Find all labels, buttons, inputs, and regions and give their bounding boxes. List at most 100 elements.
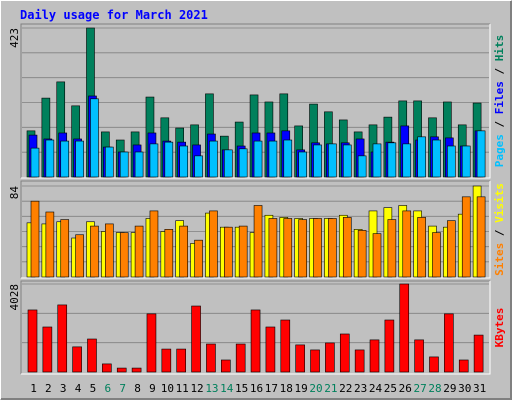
bar — [238, 148, 248, 178]
bar — [339, 333, 350, 373]
panel-bevel — [21, 281, 491, 375]
bar — [387, 219, 397, 278]
bar — [342, 217, 352, 278]
bar — [325, 342, 335, 373]
bar — [402, 210, 412, 278]
legend: KBytes — [493, 308, 506, 348]
bar — [372, 143, 382, 178]
bar — [268, 218, 278, 278]
bar — [402, 143, 412, 178]
x-tick-label: 15 — [235, 382, 248, 395]
x-tick-label: 28 — [428, 382, 441, 395]
bar — [164, 141, 174, 178]
bar — [209, 140, 218, 178]
bar — [72, 346, 82, 373]
panel-bevel — [20, 180, 490, 278]
bar — [298, 219, 307, 278]
legend-entry: Sites — [493, 243, 506, 276]
legend: Pages / Files / Hits — [493, 35, 506, 168]
x-tick-label: 29 — [443, 382, 456, 395]
y-tick-label: 423 — [8, 28, 21, 48]
bar — [432, 139, 441, 178]
legend-entry: Hits — [493, 35, 506, 62]
x-tick-label: 16 — [250, 382, 263, 395]
legend-separator: / — [493, 114, 506, 134]
bar — [354, 349, 365, 373]
bar — [119, 151, 129, 178]
bar — [387, 142, 397, 178]
bar — [179, 225, 188, 278]
x-tick-label: 22 — [339, 382, 352, 395]
bar — [372, 233, 382, 278]
bar — [444, 313, 454, 373]
bar — [176, 348, 186, 373]
chart-title: Daily usage for March 2021 — [20, 8, 208, 22]
bar — [429, 356, 439, 373]
bar — [476, 196, 486, 278]
bar — [461, 196, 471, 278]
panel-bevel — [21, 24, 491, 179]
x-tick-label: 25 — [384, 382, 397, 395]
bar — [238, 225, 248, 278]
bar — [369, 339, 380, 373]
bar — [45, 139, 55, 178]
bar — [42, 326, 53, 373]
legend-entry: Pages — [493, 134, 506, 167]
bar — [328, 218, 337, 278]
bar — [310, 349, 320, 373]
bar — [45, 211, 55, 278]
bar — [102, 363, 112, 373]
bar — [328, 143, 337, 178]
bar — [417, 217, 426, 278]
panel-bevel — [21, 181, 491, 279]
bar — [221, 359, 231, 373]
x-tick-label: 11 — [176, 382, 189, 395]
bar — [265, 326, 276, 373]
x-tick-label: 3 — [60, 382, 67, 395]
bar — [473, 334, 484, 373]
bar — [75, 140, 84, 178]
x-tick-label: 4 — [75, 382, 82, 395]
bar — [384, 319, 395, 373]
bar — [399, 283, 410, 373]
x-tick-label: 8 — [134, 382, 141, 395]
bar — [414, 339, 424, 373]
bar — [417, 136, 426, 178]
bar — [131, 367, 142, 373]
bar — [357, 155, 367, 178]
bar — [194, 155, 203, 178]
x-tick-label: 19 — [295, 382, 308, 395]
bar — [149, 143, 159, 178]
x-tick-label: 7 — [119, 382, 126, 395]
x-tick-label: 13 — [205, 382, 218, 395]
bar — [268, 140, 278, 178]
bar — [87, 338, 97, 373]
bar — [253, 205, 263, 278]
bar — [90, 98, 99, 178]
bar — [461, 145, 471, 178]
bar — [357, 230, 367, 278]
bar — [447, 220, 456, 278]
bar — [164, 229, 174, 278]
bar — [235, 343, 246, 373]
bar — [90, 225, 99, 278]
bar — [283, 218, 293, 278]
bar — [313, 144, 322, 178]
bar — [295, 344, 305, 373]
legend-entry: Files — [493, 81, 506, 114]
bar — [179, 145, 188, 178]
x-tick-label: 5 — [90, 382, 97, 395]
x-tick-label: 30 — [458, 382, 471, 395]
y-tick-label: 4028 — [8, 284, 21, 311]
x-tick-label: 2 — [45, 382, 52, 395]
bar — [134, 225, 144, 278]
bar — [75, 234, 84, 278]
bar — [283, 139, 293, 178]
bar — [134, 151, 144, 178]
panel-bevel — [20, 280, 490, 374]
x-tick-label: 10 — [161, 382, 174, 395]
bar — [194, 239, 203, 278]
bar — [57, 304, 68, 373]
x-tick-label: 27 — [413, 382, 426, 395]
